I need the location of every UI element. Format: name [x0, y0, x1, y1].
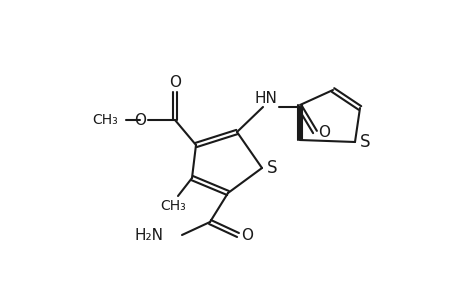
Text: O: O	[134, 112, 146, 128]
Text: O: O	[168, 74, 180, 89]
Text: O: O	[317, 124, 329, 140]
Text: S: S	[266, 159, 277, 177]
Text: H₂N: H₂N	[134, 227, 164, 242]
Text: CH₃: CH₃	[92, 113, 118, 127]
Text: S: S	[359, 133, 369, 151]
Text: CH₃: CH₃	[160, 199, 185, 213]
Text: HN: HN	[254, 91, 277, 106]
Text: O: O	[241, 227, 252, 242]
